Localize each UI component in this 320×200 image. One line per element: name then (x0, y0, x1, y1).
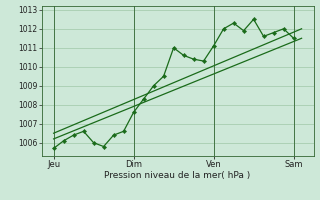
X-axis label: Pression niveau de la mer( hPa ): Pression niveau de la mer( hPa ) (104, 171, 251, 180)
